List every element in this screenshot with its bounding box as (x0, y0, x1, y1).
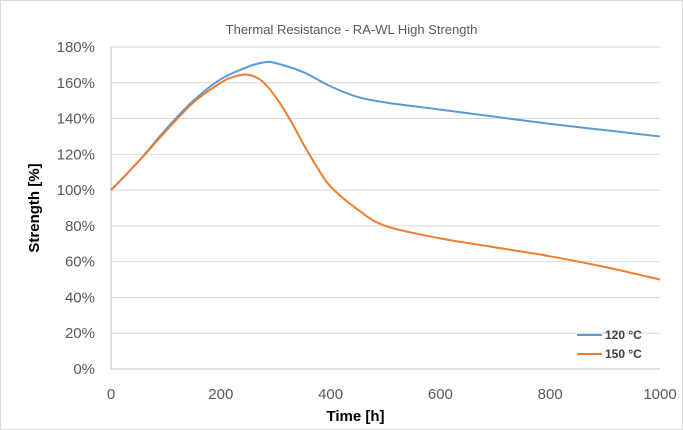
x-tick-label: 0 (107, 386, 115, 403)
grid-lines (111, 46, 660, 334)
series-lines (110, 60, 661, 281)
x-tick-labels: 0 200 400 600 800 1000 (107, 386, 677, 403)
chart-title: Thermal Resistance - RA-WL High Strength (226, 22, 478, 37)
legend: 120 °C 150 °C (577, 328, 642, 361)
y-tick-label: 40% (65, 289, 95, 306)
legend-label-1: 150 °C (605, 347, 642, 361)
axes (110, 47, 660, 370)
x-tick-label: 800 (538, 386, 563, 403)
y-tick-label: 180% (57, 39, 95, 56)
x-tick-label: 1000 (643, 386, 676, 403)
y-axis-label: Strength [%] (26, 163, 43, 252)
y-tick-label: 140% (57, 111, 95, 128)
series-line-1 (110, 73, 661, 281)
y-tick-label: 120% (57, 146, 95, 163)
x-tick-label: 600 (428, 386, 453, 403)
x-tick-label: 200 (208, 386, 233, 403)
x-tick-label: 400 (318, 386, 343, 403)
y-tick-label: 80% (65, 218, 95, 235)
series-line-0 (110, 60, 661, 191)
x-axis-label: Time [h] (326, 408, 384, 425)
y-tick-label: 60% (65, 254, 95, 271)
y-tick-labels: 0% 20% 40% 60% 80% 100% 120% 140% 160% 180% (57, 39, 95, 378)
legend-label-0: 120 °C (605, 328, 642, 342)
y-tick-label: 20% (65, 325, 95, 342)
y-tick-label: 100% (57, 182, 95, 199)
y-tick-label: 0% (73, 361, 95, 378)
y-tick-label: 160% (57, 75, 95, 92)
